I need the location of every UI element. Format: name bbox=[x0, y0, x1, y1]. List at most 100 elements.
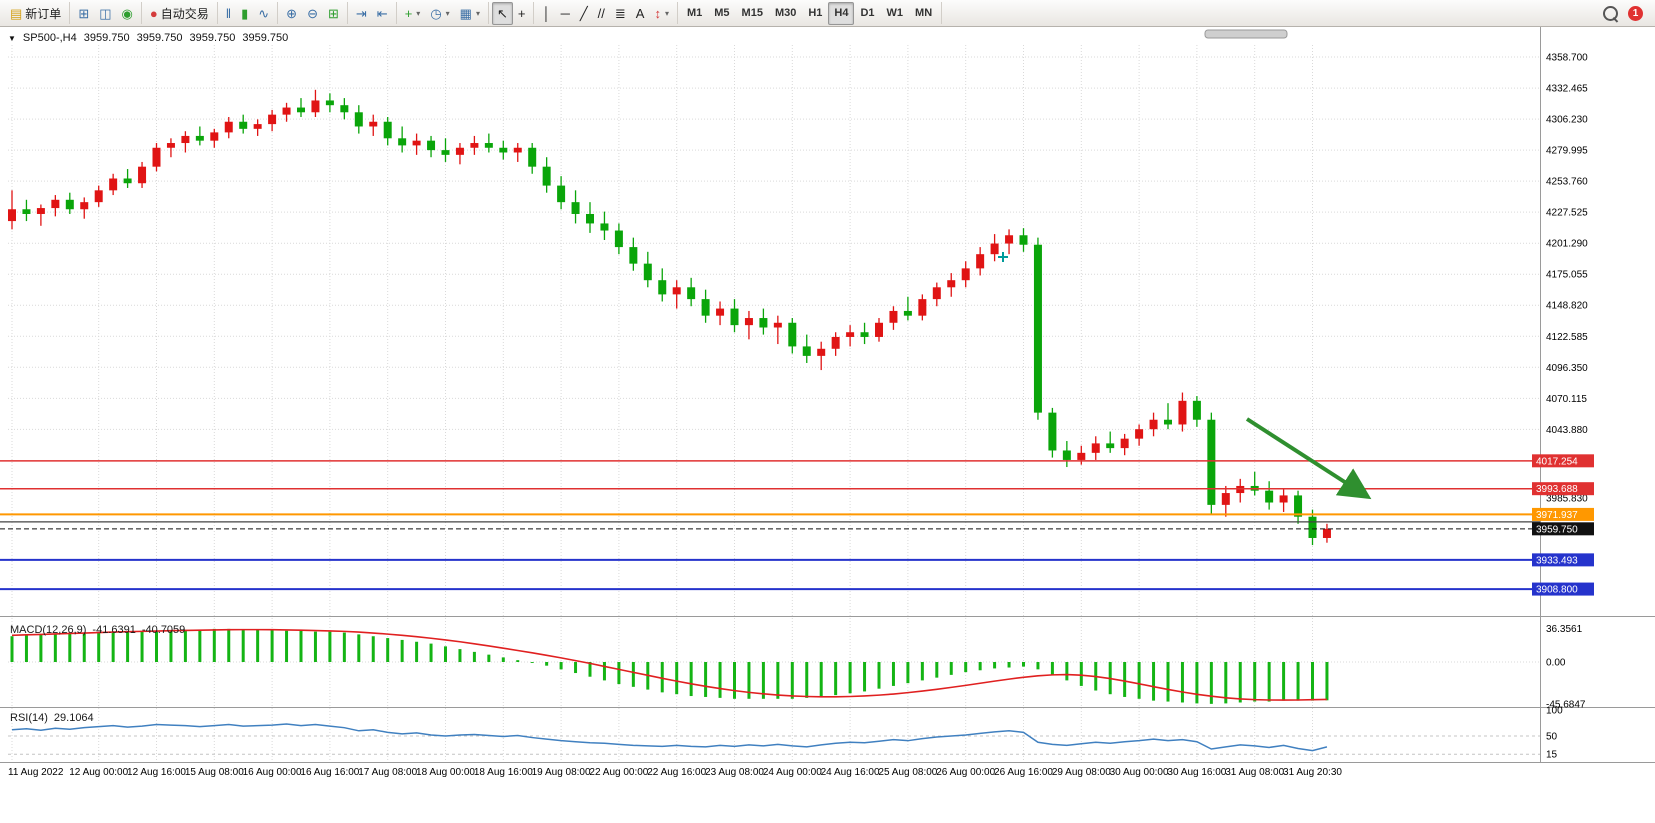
candle-body bbox=[1192, 400, 1201, 420]
toolbar: ▤ 新订单 ⊞ ◫ ◉ ● 自动交易 ‖ ▮ ∿ ⊕ ⊖ ⊞ ⇥ ⇤ + ▾ ◷ ▾ ▦ ▾ ↖ + │ ─ ╱//≣ A ↕ ▾ M1 M… bbox=[0, 0, 1655, 27]
toolbar-group: M1 M5 M15 M30 H1 H4 D1 W1 MN bbox=[678, 1, 943, 25]
timeframe-m15[interactable]: M15 bbox=[736, 2, 769, 25]
channel-button[interactable]: // bbox=[593, 2, 610, 25]
price-axis-label: 4096.350 bbox=[1546, 363, 1588, 374]
chart-symbol: SP500-,H4 bbox=[22, 32, 77, 44]
timeframe-m1-label: M1 bbox=[686, 7, 703, 19]
trend-arrow-annotation[interactable] bbox=[1245, 417, 1372, 500]
timeframe-h1[interactable]: H1 bbox=[802, 2, 828, 25]
new-order-button[interactable]: ▤ 新订单 bbox=[5, 2, 66, 25]
toolbar-group: ↖ + bbox=[489, 1, 535, 25]
auto-scroll-button[interactable]: ⇥ bbox=[351, 2, 372, 25]
arrows-icon: ↕ bbox=[654, 5, 661, 21]
candle-body bbox=[1019, 235, 1028, 245]
ohlc-high: 3959.750 bbox=[136, 32, 183, 44]
timeframe-d1[interactable]: D1 bbox=[854, 2, 880, 25]
candle-body bbox=[1149, 419, 1158, 430]
candle-body bbox=[542, 166, 551, 186]
candle-body bbox=[1106, 443, 1115, 449]
time-axis-label: 11 Aug 2022 bbox=[8, 767, 64, 778]
candle-body bbox=[860, 332, 869, 337]
time-axis-label: 24 Aug 16:00 bbox=[821, 767, 880, 778]
rsi-axis-label: 15 bbox=[1546, 750, 1558, 761]
tile-windows-button[interactable]: ⊞ bbox=[323, 2, 344, 25]
horizontal-line-button[interactable]: ─ bbox=[556, 2, 575, 25]
price-badge-label: 3971.937 bbox=[1536, 510, 1578, 521]
toolbar-group: │ ─ ╱//≣ A ↕ ▾ bbox=[534, 2, 678, 24]
timeframe-h4[interactable]: H4 bbox=[828, 1, 855, 25]
chart-hscrollbar[interactable] bbox=[1204, 29, 1288, 39]
time-axis-label: 30 Aug 00:00 bbox=[1110, 767, 1169, 778]
ohlc-low: 3959.750 bbox=[189, 32, 236, 44]
refresh-icon: ◉ bbox=[121, 5, 133, 21]
candle-body bbox=[1236, 485, 1245, 494]
chart-shift-button[interactable]: ⇤ bbox=[372, 2, 393, 25]
timeframe-mn[interactable]: MN bbox=[909, 2, 938, 25]
notification-badge[interactable]: 1 bbox=[1628, 5, 1643, 21]
cursor-button[interactable]: ↖ bbox=[491, 1, 513, 25]
new-chart-button[interactable]: ⊞ bbox=[73, 2, 94, 25]
chart-menu-arrow-icon[interactable]: ▼ bbox=[8, 33, 16, 43]
candlestick-chart-button[interactable]: ▮ bbox=[236, 2, 253, 25]
profiles-button[interactable]: ◫ bbox=[94, 2, 116, 25]
timeframe-m1[interactable]: M1 bbox=[681, 2, 708, 25]
candle-body bbox=[961, 268, 970, 281]
crosshair-button[interactable]: + bbox=[513, 2, 531, 25]
refresh-button[interactable]: ◉ bbox=[117, 2, 138, 25]
candle-body bbox=[268, 114, 277, 125]
fibonacci-button[interactable]: ≣ bbox=[610, 2, 631, 25]
price-chart-canvas[interactable]: 4358.700 4332.465 4306.230 4279.995 4253.760… bbox=[0, 27, 1655, 823]
timeframe-m30[interactable]: M30 bbox=[769, 2, 802, 25]
candle-body bbox=[484, 143, 493, 148]
candle-body bbox=[253, 124, 262, 129]
macd-axis-label: 0.00 bbox=[1546, 658, 1566, 669]
macd-value-2: -40.7059 bbox=[141, 624, 186, 636]
time-axis-label: 29 Aug 08:00 bbox=[1052, 767, 1111, 778]
macd-axis-label: 36.3561 bbox=[1546, 624, 1583, 635]
candle-body bbox=[311, 100, 320, 113]
candle-body bbox=[643, 263, 652, 281]
text-button[interactable]: A bbox=[631, 2, 650, 25]
price-badge bbox=[1532, 454, 1594, 468]
time-axis-label: 22 Aug 16:00 bbox=[647, 767, 706, 778]
candle-body bbox=[528, 147, 537, 167]
price-axis-label: 3985.830 bbox=[1546, 493, 1588, 504]
macd-name: MACD(12,26,9) bbox=[10, 624, 87, 636]
rsi-value: 29.1064 bbox=[53, 712, 94, 724]
candle-body bbox=[1207, 419, 1216, 505]
zoom-out-button[interactable]: ⊖ bbox=[302, 2, 323, 25]
price-axis-label: 4122.585 bbox=[1546, 332, 1588, 343]
periods-button[interactable]: ◷ ▾ bbox=[425, 2, 454, 25]
timeframe-w1[interactable]: W1 bbox=[881, 2, 910, 25]
candle-body bbox=[36, 208, 45, 214]
candle-body bbox=[817, 348, 826, 356]
chart-window[interactable]: ▼ SP500-,H4 3959.750 3959.750 3959.750 3… bbox=[0, 27, 1655, 823]
candle-body bbox=[903, 310, 912, 316]
rsi-axis-label: 50 bbox=[1546, 732, 1558, 743]
trendline-button[interactable]: ╱ bbox=[575, 2, 593, 25]
autotrading-button-label: 自动交易 bbox=[160, 6, 209, 21]
candle-body bbox=[716, 308, 725, 316]
candle-body bbox=[166, 143, 175, 148]
templates-button[interactable]: ▦ ▾ bbox=[455, 2, 485, 25]
timeframe-w1-label: W1 bbox=[886, 7, 904, 19]
timeframe-m30-label: M30 bbox=[774, 7, 797, 19]
candle-body bbox=[889, 310, 898, 323]
toolbar-right-group: 1 bbox=[1603, 5, 1653, 21]
line-chart-icon: ∿ bbox=[258, 5, 270, 21]
autotrading-button[interactable]: ● 自动交易 bbox=[145, 2, 214, 25]
timeframe-m5[interactable]: M5 bbox=[708, 2, 735, 25]
line-chart-button[interactable]: ∿ bbox=[253, 2, 274, 25]
price-badge bbox=[1532, 553, 1594, 567]
indicators-button[interactable]: + ▾ bbox=[400, 2, 426, 25]
cursor-icon: ↖ bbox=[496, 5, 508, 21]
search-icon[interactable] bbox=[1603, 5, 1618, 21]
zoom-in-button[interactable]: ⊕ bbox=[281, 2, 302, 25]
bar-chart-button[interactable]: ‖ bbox=[221, 2, 236, 25]
vertical-line-button[interactable]: │ bbox=[537, 2, 555, 25]
candle-body bbox=[282, 107, 291, 115]
toolbar-group: ⇥ ⇤ bbox=[348, 2, 397, 24]
candle-body bbox=[1178, 400, 1187, 425]
tile-windows-icon: ⊞ bbox=[327, 5, 339, 21]
arrows-button[interactable]: ↕ ▾ bbox=[649, 2, 674, 25]
